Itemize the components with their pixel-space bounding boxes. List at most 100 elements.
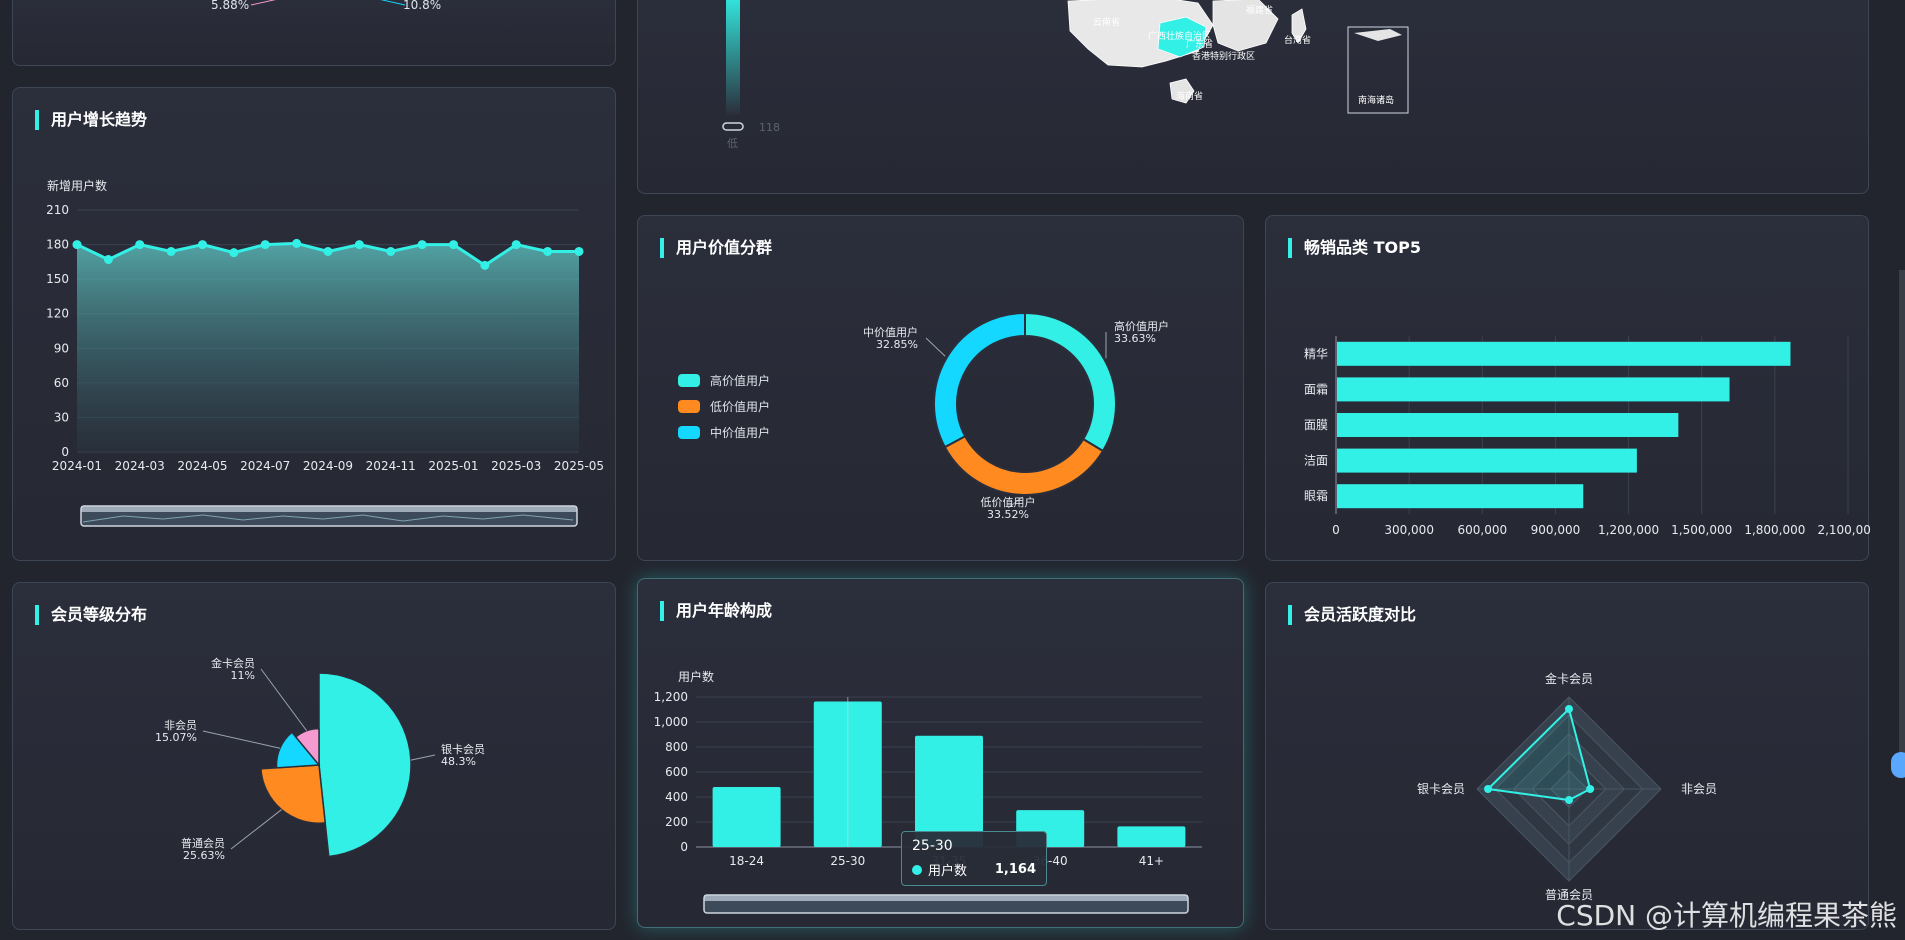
y-tick-label: 180 (46, 238, 69, 252)
data-point (354, 240, 364, 250)
data-point (198, 240, 207, 250)
map-region-guangdong[interactable] (1157, 16, 1207, 58)
x-tick-label: 2024-07 (240, 459, 290, 473)
age-panel: 用户年龄构成 用户数 0 200 400 600 800 1,000 1,200 18-24 25… (637, 578, 1244, 928)
data-zoom-handle-bar[interactable] (81, 506, 577, 512)
x-tick-label: 600,000 (1457, 523, 1507, 537)
activity-panel: 会员活跃度对比 金卡会员 非会员 普通会员 银卡会员 (1265, 582, 1869, 930)
slice-value-label: 33.52% (987, 508, 1029, 521)
tooltip-category: 25-30 (912, 838, 953, 854)
y-tick-label: 150 (46, 272, 69, 286)
top5-bar-chart: 0 300,000 600,000 900,000 1,200,000 1,500,000… (1304, 336, 1870, 537)
y-tick-label: 400 (665, 790, 688, 804)
legend-item-mid-value[interactable]: 中价值用户 (678, 424, 770, 441)
watermark: CSDN @计算机编程果茶熊 (1556, 899, 1897, 932)
x-tick-label: 300,000 (1384, 523, 1434, 537)
legend-label: 中价值用户 (710, 426, 771, 440)
data-point (260, 240, 270, 250)
data-point (543, 246, 553, 256)
side-float-button[interactable] (1891, 752, 1905, 778)
pie-leader-line (380, 0, 406, 6)
tooltip-series-marker (912, 864, 922, 875)
map-label: 南海诸岛 (1358, 94, 1394, 106)
category-label: 洁面 (1304, 454, 1328, 468)
panel-title: 用户价值分群 (660, 238, 772, 258)
y-axis-title: 用户数 (678, 669, 714, 684)
map-region-hainan[interactable] (1169, 78, 1195, 104)
y-tick-label: 1,000 (654, 715, 688, 729)
x-tick-label: 2025-03 (491, 459, 541, 473)
slice-value-label: 25.63% (183, 849, 225, 862)
province-map: 118 低 云南省 广西壮族自治区 广东省 香港特别行政区 海南省 福建省 台湾… (722, 0, 1409, 150)
pie-slice-label: 5.88% (211, 0, 249, 12)
label-leader-line (1007, 496, 1024, 509)
legend-swatch (678, 426, 700, 439)
map-label: 海南省 (1176, 90, 1203, 102)
map-region-taiwan[interactable] (1291, 8, 1307, 44)
y-tick-label: 200 (665, 815, 688, 829)
data-zoom-preview-line (82, 514, 574, 523)
growth-panel: 用户增长趋势 新增用户数 0 30 60 90 120 150 180 210 2024-01 2… (12, 87, 616, 561)
y-tick-label: 60 (54, 376, 69, 390)
data-point (72, 240, 82, 250)
chart-tooltip: 25-30 用户数 1,164 (901, 831, 1047, 886)
x-tick-label: 2024-05 (177, 459, 227, 473)
slice-name-label: 中价值用户 (863, 325, 918, 339)
legend-label: 低价值用户 (710, 400, 771, 414)
legend-item-high-value[interactable]: 高价值用户 (678, 372, 770, 389)
data-point (417, 240, 427, 250)
pie-slice (260, 764, 327, 824)
top5-panel: 畅销品类 TOP5 0 300,000 600,000 900,000 1,200,00… (1265, 215, 1870, 561)
x-tick-label: 900,000 (1531, 523, 1581, 537)
label-leader-line (260, 668, 308, 732)
map-label: 福建省 (1246, 4, 1273, 16)
map-panel: 118 低 云南省 广西壮族自治区 广东省 香港特别行政区 海南省 福建省 台湾… (637, 0, 1869, 194)
radar-indicator-label: 非会员 (1681, 782, 1717, 796)
data-point (135, 240, 145, 250)
x-tick-label: 0 (1332, 523, 1340, 537)
y-tick-label: 800 (665, 740, 688, 754)
slice-value-label: 11% (231, 669, 255, 682)
radar-point (1565, 704, 1573, 713)
label-leader-line (230, 809, 282, 850)
bar (1337, 377, 1730, 402)
legend-item-low-value[interactable]: 低价值用户 (678, 398, 770, 415)
map-region-fujian[interactable] (1212, 0, 1279, 52)
slice-value-label: 15.07% (155, 731, 197, 744)
data-point (386, 246, 396, 256)
panel-title: 用户增长趋势 (35, 110, 147, 130)
bar (1117, 826, 1186, 847)
slice-name-label: 普通会员 (181, 836, 225, 850)
map-label: 广西壮族自治区 (1148, 30, 1211, 42)
visualmap-handle[interactable] (722, 122, 744, 131)
bar (1337, 413, 1679, 437)
slice-name-label: 高价值用户 (1114, 319, 1169, 333)
category-label: 面霜 (1304, 382, 1328, 396)
map-label: 广东省 (1186, 38, 1213, 50)
visualmap-low-label: 低 (727, 137, 738, 150)
page-scrollbar[interactable] (1899, 270, 1905, 760)
x-tick-label: 25-30 (830, 854, 865, 868)
data-zoom-handle-bar (704, 895, 1188, 901)
data-point (480, 260, 490, 270)
data-point (292, 238, 302, 248)
pie-leader-line (250, 0, 276, 6)
data-point (511, 240, 521, 250)
slice-name-label: 低价值用户 (981, 495, 1036, 509)
bar (712, 787, 781, 847)
y-tick-label: 30 (54, 410, 69, 424)
y-tick-label: 1,200 (654, 690, 688, 704)
x-tick-label: 41+ (1139, 854, 1164, 868)
pie-slice-label: 10.8% (403, 0, 441, 12)
x-tick-label: 2024-01 (52, 459, 102, 473)
category-label: 精华 (1304, 347, 1328, 361)
area-fill (77, 243, 579, 452)
panel-title: 会员等级分布 (35, 605, 147, 625)
slice-value-label: 33.63% (1114, 332, 1156, 345)
slice-name-label: 银卡会员 (441, 742, 485, 756)
bar (1337, 484, 1584, 509)
map-label: 云南省 (1093, 16, 1120, 28)
label-leader-line (410, 754, 436, 761)
